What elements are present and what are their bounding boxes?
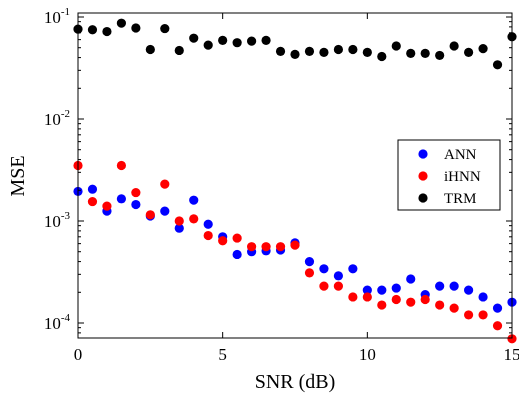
- data-point-trm: [305, 47, 314, 56]
- legend-marker-ann: [418, 149, 427, 158]
- data-point-ann: [319, 264, 328, 273]
- data-point-ihnn: [131, 188, 140, 197]
- data-point-trm: [377, 52, 386, 61]
- data-point-trm: [363, 48, 372, 57]
- data-point-ihnn: [319, 282, 328, 291]
- legend-label-ihnn: iHNN: [444, 169, 481, 185]
- data-point-trm: [450, 41, 459, 50]
- y-tick-label-base: 10: [44, 314, 61, 333]
- data-point-ihnn: [218, 236, 227, 245]
- data-point-trm: [464, 48, 473, 57]
- data-point-ann: [204, 220, 213, 229]
- data-point-ihnn: [175, 216, 184, 225]
- y-tick-label-base: 10: [44, 8, 61, 27]
- y-tick-label-base: 10: [44, 110, 61, 129]
- data-point-ann: [305, 257, 314, 266]
- data-point-ihnn: [406, 298, 415, 307]
- data-point-ihnn: [247, 242, 256, 251]
- data-point-trm: [348, 45, 357, 54]
- legend: ANN iHNN TRM: [398, 140, 500, 210]
- data-point-ann: [435, 282, 444, 291]
- x-tick-label: 15: [504, 345, 519, 364]
- data-point-ihnn: [189, 214, 198, 223]
- data-point-ihnn: [348, 292, 357, 301]
- data-point-trm: [276, 47, 285, 56]
- data-point-ann: [348, 264, 357, 273]
- data-point-ihnn: [233, 233, 242, 242]
- data-point-trm: [392, 41, 401, 50]
- data-point-ann: [464, 286, 473, 295]
- data-point-trm: [435, 51, 444, 60]
- data-point-ihnn: [493, 321, 502, 330]
- data-point-ann: [88, 185, 97, 194]
- y-tick-label-exponent: -4: [61, 312, 71, 324]
- data-point-ihnn: [146, 210, 155, 219]
- data-point-ihnn: [334, 282, 343, 291]
- data-point-ihnn: [392, 295, 401, 304]
- y-tick-label-base: 10: [44, 212, 61, 231]
- data-point-ann: [450, 282, 459, 291]
- data-point-ihnn: [464, 310, 473, 319]
- data-point-ann: [233, 250, 242, 259]
- data-point-ihnn: [421, 295, 430, 304]
- data-point-ihnn: [435, 300, 444, 309]
- legend-label-ann: ANN: [444, 147, 477, 163]
- data-point-ann: [117, 194, 126, 203]
- data-point-trm: [131, 23, 140, 32]
- data-point-ihnn: [204, 231, 213, 240]
- data-point-ann: [189, 196, 198, 205]
- x-tick-label: 0: [74, 345, 83, 364]
- y-tick-label-exponent: -2: [61, 108, 70, 120]
- data-point-trm: [160, 24, 169, 33]
- data-point-trm: [478, 44, 487, 53]
- data-point-ihnn: [276, 242, 285, 251]
- data-point-trm: [233, 38, 242, 47]
- data-point-ihnn: [102, 201, 111, 210]
- data-point-trm: [406, 49, 415, 58]
- data-point-trm: [334, 45, 343, 54]
- data-point-trm: [247, 37, 256, 46]
- legend-marker-ihnn: [418, 171, 427, 180]
- data-point-ihnn: [305, 268, 314, 277]
- data-point-ann: [131, 200, 140, 209]
- legend-label-trm: TRM: [444, 191, 477, 207]
- data-point-ann: [406, 274, 415, 283]
- data-point-ann: [377, 286, 386, 295]
- x-tick-label: 10: [359, 345, 376, 364]
- data-point-trm: [189, 34, 198, 43]
- data-point-trm: [218, 36, 227, 45]
- y-tick-label-exponent: -3: [61, 210, 71, 222]
- data-point-ihnn: [363, 292, 372, 301]
- data-point-ann: [493, 303, 502, 312]
- data-point-trm: [493, 60, 502, 69]
- data-point-trm: [146, 45, 155, 54]
- data-point-ihnn: [160, 180, 169, 189]
- data-point-trm: [421, 49, 430, 58]
- y-axis-label: MSE: [7, 155, 29, 196]
- data-point-ihnn: [377, 300, 386, 309]
- data-point-trm: [175, 46, 184, 55]
- data-point-trm: [290, 50, 299, 59]
- data-point-ann: [392, 283, 401, 292]
- data-point-trm: [102, 27, 111, 36]
- data-point-ihnn: [478, 310, 487, 319]
- data-point-ihnn: [290, 241, 299, 250]
- data-point-trm: [319, 48, 328, 57]
- x-axis-label: SNR (dB): [255, 371, 336, 393]
- data-point-trm: [88, 25, 97, 34]
- data-point-trm: [117, 19, 126, 28]
- data-point-trm: [261, 36, 270, 45]
- data-point-ann: [160, 207, 169, 216]
- data-point-trm: [204, 41, 213, 50]
- x-tick-label: 5: [218, 345, 227, 364]
- legend-marker-trm: [418, 193, 427, 202]
- data-point-ihnn: [117, 161, 126, 170]
- data-point-ihnn: [261, 242, 270, 251]
- data-point-ann: [334, 271, 343, 280]
- data-point-ihnn: [88, 197, 97, 206]
- y-tick-label-exponent: -1: [61, 6, 70, 18]
- data-point-ann: [478, 292, 487, 301]
- data-point-ihnn: [450, 303, 459, 312]
